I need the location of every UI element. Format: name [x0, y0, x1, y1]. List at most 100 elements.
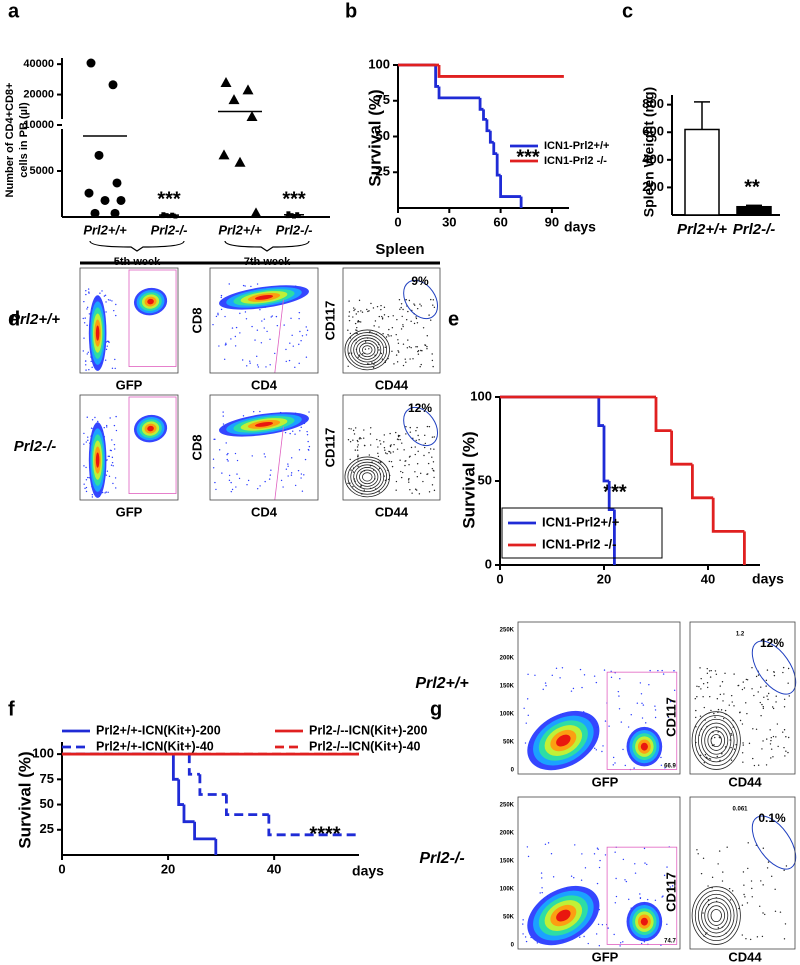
event-dot: [731, 701, 733, 703]
survival-step: [478, 97, 484, 111]
event-dot: [369, 444, 372, 446]
event-dot: [353, 309, 355, 312]
event-dot: [218, 449, 221, 451]
event-dot: [669, 700, 672, 703]
event-dot: [636, 702, 639, 704]
event-dot: [114, 448, 116, 450]
event-dot: [377, 455, 380, 458]
event-dot: [91, 496, 94, 498]
event-dot: [384, 346, 386, 349]
event-dot: [729, 739, 731, 741]
event-dot: [239, 312, 241, 315]
event-dot: [561, 667, 564, 669]
event-dot: [695, 716, 697, 719]
y-tick-label: 200K: [500, 656, 515, 662]
event-dot: [420, 349, 422, 352]
event-dot: [263, 327, 265, 329]
event-dot: [113, 424, 116, 427]
event-dot: [410, 346, 412, 349]
event-dot: [82, 317, 84, 320]
event-dot: [363, 489, 365, 491]
event-dot: [368, 454, 371, 456]
event-dot: [581, 853, 583, 855]
annotation: ***: [516, 146, 540, 168]
event-dot: [559, 677, 561, 679]
event-dot: [383, 447, 386, 449]
event-dot: [721, 880, 724, 882]
event-dot: [419, 365, 421, 368]
gate-percent: 9%: [411, 274, 429, 288]
gate: [751, 640, 797, 695]
event-dot: [388, 460, 391, 463]
event-dot: [731, 890, 734, 892]
event-dot: [673, 670, 675, 672]
event-dot: [234, 452, 237, 455]
event-dot: [87, 439, 89, 442]
event-dot: [269, 364, 271, 366]
event-dot: [105, 491, 107, 493]
event-dot: [270, 469, 272, 471]
data-point: [112, 178, 122, 188]
y-tick-label: 40000: [23, 58, 54, 70]
contour: [701, 722, 732, 759]
event-dot: [420, 472, 422, 475]
event-dot: [612, 756, 615, 759]
gate: [403, 279, 439, 320]
event-dot: [767, 861, 770, 863]
event-dot: [83, 322, 86, 324]
contour: [691, 886, 741, 945]
event-dot: [713, 712, 715, 715]
event-dot: [290, 472, 293, 474]
contour: [347, 332, 388, 368]
event-dot: [397, 342, 400, 345]
event-dot: [403, 449, 405, 451]
event-dot: [252, 411, 255, 413]
y-axis-label: Survival (%): [459, 431, 478, 528]
event-dot: [730, 734, 733, 736]
x-tick-label: Prl2-/-: [276, 222, 313, 237]
event-dot: [397, 435, 400, 438]
event-dot: [654, 705, 656, 707]
contour: [698, 893, 735, 938]
event-dot: [222, 415, 224, 417]
event-dot: [711, 876, 714, 879]
y-tick-label: 0: [511, 943, 515, 949]
event-dot: [235, 326, 238, 329]
y-tick-label: 200K: [500, 831, 515, 837]
survival-step: [499, 175, 522, 198]
event-dot: [370, 302, 372, 305]
density-blob: [640, 917, 648, 926]
data-point: [234, 156, 246, 167]
event-dot: [396, 438, 399, 440]
event-dot: [775, 695, 777, 697]
data-point: [173, 214, 178, 219]
event-dot: [400, 476, 403, 479]
event-dot: [400, 328, 403, 330]
event-dot: [106, 345, 108, 347]
event-dot: [597, 923, 600, 926]
event-dot: [349, 458, 351, 461]
event-dot: [290, 474, 293, 476]
event-dot: [417, 450, 419, 453]
contour: [694, 890, 738, 942]
event-dot: [417, 353, 420, 355]
event-dot: [615, 877, 617, 880]
event-dot: [776, 723, 779, 725]
event-dot: [744, 896, 746, 898]
event-dot: [766, 695, 768, 697]
event-dot: [386, 452, 388, 455]
y-tick-label: 75: [376, 92, 390, 107]
event-dot: [410, 320, 412, 323]
event-dot: [225, 442, 227, 444]
event-dot: [390, 335, 392, 337]
event-dot: [634, 863, 636, 865]
event-dot: [426, 335, 428, 337]
event-dot: [706, 672, 709, 675]
y-axis-label: Survival (%): [365, 89, 384, 186]
event-dot: [231, 327, 234, 329]
y-tick-label: 150K: [500, 859, 515, 865]
event-dot: [742, 871, 745, 873]
event-dot: [355, 329, 357, 331]
x-axis-label: days: [564, 219, 596, 235]
event-dot: [382, 333, 384, 335]
